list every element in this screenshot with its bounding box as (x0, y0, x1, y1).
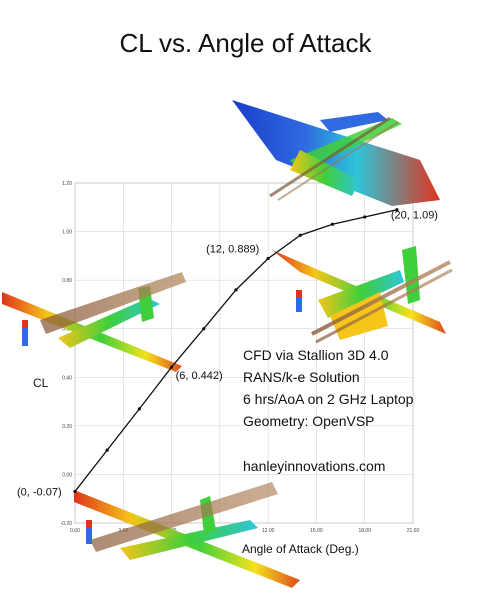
data-point (266, 256, 270, 261)
data-point (363, 215, 367, 219)
x-tick-label: 0.00 (70, 528, 80, 534)
y-axis-label: CL (33, 376, 49, 390)
airplane-render-bottom (74, 482, 300, 588)
y-tick-label: 0.60 (62, 327, 72, 333)
x-tick-label: 12.00 (262, 528, 275, 534)
cl-series (73, 208, 399, 494)
data-point (298, 233, 302, 237)
airplane-render-right (272, 246, 453, 344)
x-tick-label: 21.00 (407, 528, 420, 534)
point-annotation: (12, 0.889) (206, 244, 259, 256)
y-tick-label: 0.20 (62, 424, 72, 430)
x-axis-label: Angle of Attack (Deg.) (242, 542, 359, 556)
data-point (105, 448, 109, 452)
airplane-render-top-right (232, 100, 440, 206)
note-line-4: Geometry: OpenVSP (243, 413, 375, 429)
y-tick-label: 0.40 (62, 375, 72, 381)
y-tick-label: 1.00 (62, 230, 72, 236)
x-tick-label: 18.00 (358, 528, 371, 534)
data-point (137, 407, 141, 411)
page-title: CL vs. Angle of Attack (119, 28, 372, 58)
y-tick-labels: -0.20 0.00 0.20 0.40 0.60 0.80 1.00 1.20 (61, 181, 73, 527)
y-tick-label: -0.20 (61, 521, 73, 527)
data-point (73, 489, 77, 494)
note-line-1: CFD via Stallion 3D 4.0 (243, 347, 389, 363)
point-annotation: (20, 1.09) (391, 210, 438, 222)
point-annotations: (0, -0.07) (6, 0.442) (12, 0.889) (20, 1.09… (17, 210, 438, 499)
y-tick-label: 0.80 (62, 278, 72, 284)
note-line-2: RANS/k-e Solution (243, 369, 360, 385)
data-point (234, 288, 238, 292)
data-point (330, 222, 335, 226)
y-tick-label: 0.00 (62, 472, 72, 478)
data-point (202, 327, 206, 331)
website-text: hanleyinnovations.com (243, 458, 385, 474)
y-tick-label: 1.20 (62, 181, 72, 187)
data-point (169, 365, 174, 369)
note-line-3: 6 hrs/AoA on 2 GHz Laptop (243, 391, 414, 407)
point-annotation: (0, -0.07) (17, 486, 62, 498)
airplane-render-left (2, 272, 186, 372)
x-tick-label: 15.00 (310, 528, 323, 534)
data-point (395, 208, 399, 212)
point-annotation: (6, 0.442) (176, 370, 223, 382)
